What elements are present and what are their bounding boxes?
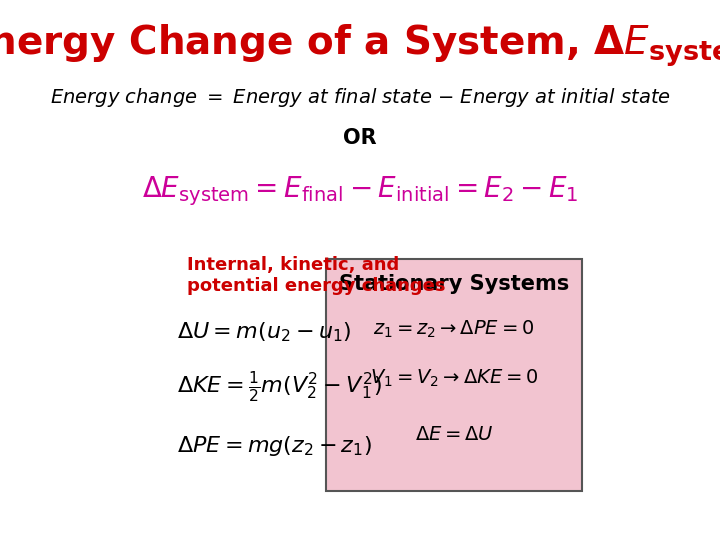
Text: Energy change $=$ Energy at final state $-$ Energy at initial state: Energy change $=$ Energy at final state … [50,86,670,109]
Text: Internal, kinetic, and
potential energy changes: Internal, kinetic, and potential energy … [186,256,445,295]
Text: $\Delta PE = mg(z_2 - z_1)$: $\Delta PE = mg(z_2 - z_1)$ [177,434,372,457]
Text: Stationary Systems: Stationary Systems [339,273,569,294]
Text: $z_1 = z_2 \rightarrow \Delta PE = 0$: $z_1 = z_2 \rightarrow \Delta PE = 0$ [374,319,534,340]
FancyBboxPatch shape [114,0,606,540]
Text: $V_1 = V_2 \rightarrow \Delta KE = 0$: $V_1 = V_2 \rightarrow \Delta KE = 0$ [370,367,538,389]
Text: $\Delta U = m(u_2 - u_1)$: $\Delta U = m(u_2 - u_1)$ [177,320,351,344]
Text: $\Delta E = \Delta U$: $\Delta E = \Delta U$ [415,425,493,444]
FancyBboxPatch shape [326,259,582,491]
Text: OR: OR [343,127,377,148]
Text: $\Delta E_\mathrm{system} = E_\mathrm{final} - E_\mathrm{initial} = E_2 - E_1$: $\Delta E_\mathrm{system} = E_\mathrm{fi… [142,175,578,208]
Text: Energy Change of a System, $\mathbf{\Delta \it{E}}_{\mathbf{system}}$: Energy Change of a System, $\mathbf{\Del… [0,23,720,69]
Text: $\Delta KE = \frac{1}{2}m(V_2^2 - V_1^2)$: $\Delta KE = \frac{1}{2}m(V_2^2 - V_1^2)… [177,369,382,403]
